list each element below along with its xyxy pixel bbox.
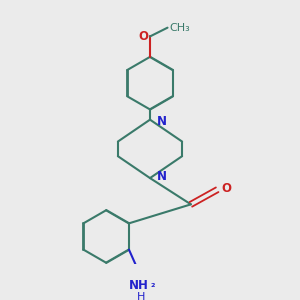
Text: N: N — [156, 115, 167, 128]
Text: O: O — [139, 30, 148, 43]
Text: NH: NH — [129, 279, 149, 292]
Text: CH₃: CH₃ — [170, 23, 190, 33]
Text: N: N — [156, 170, 167, 183]
Text: O: O — [222, 182, 232, 195]
Text: H: H — [136, 292, 145, 300]
Text: ₂: ₂ — [151, 279, 155, 289]
